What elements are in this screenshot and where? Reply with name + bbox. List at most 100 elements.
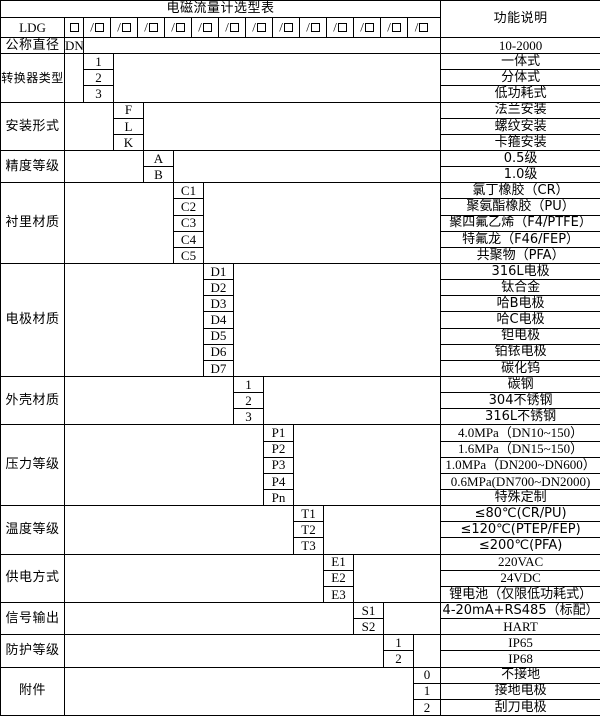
code-cell[interactable]: 2 — [233, 392, 264, 410]
model-slot-6[interactable]: / — [219, 18, 246, 37]
model-slot-0[interactable] — [64, 17, 84, 39]
model-slot-3[interactable]: / — [138, 18, 165, 37]
code-cell[interactable]: C1 — [173, 182, 204, 200]
model-slot-strip[interactable]: / / / / / / / / / / / / / — [82, 17, 442, 39]
square-box-icon — [337, 23, 347, 33]
model-slot-7[interactable]: / — [246, 18, 273, 37]
param-label-5: 衬里材质 — [0, 182, 65, 265]
spec-row: 安装形式 F 法兰安装 — [0, 101, 600, 152]
description-cell: IP68 — [440, 650, 600, 668]
left-spacer — [64, 505, 294, 555]
model-slot-4[interactable]: / — [165, 18, 192, 37]
model-slot-1[interactable]: / — [85, 18, 111, 37]
description-cell: 316L电极 — [440, 263, 600, 281]
code-cell[interactable]: 2 — [412, 698, 442, 716]
code-cell[interactable]: K — [113, 133, 144, 152]
code-cell[interactable]: D3 — [203, 295, 234, 313]
slash-icon: / — [252, 19, 256, 35]
description-cell: 0.5级 — [440, 150, 600, 168]
code-cell[interactable]: 1 — [412, 682, 442, 700]
param-label-3: 安装形式 — [0, 101, 65, 152]
slash-icon: / — [171, 19, 175, 35]
left-spacer — [64, 263, 204, 378]
left-spacer — [64, 182, 174, 265]
code-cell[interactable]: S1 — [353, 601, 384, 620]
model-slot-2[interactable]: / — [111, 18, 138, 37]
code-cell[interactable]: S2 — [353, 618, 384, 636]
square-box-icon — [256, 23, 266, 33]
title-row: 电磁流量计选型表 功能说明 — [0, 0, 600, 39]
code-cell[interactable]: T3 — [293, 537, 324, 555]
spec-row: 供电方式 E1 220VAC — [0, 553, 600, 603]
code-cell[interactable]: C2 — [173, 198, 204, 216]
code-cell[interactable]: C5 — [173, 246, 204, 265]
code-cell[interactable]: L — [113, 117, 144, 135]
param-label-11: 信号输出 — [0, 601, 65, 636]
description-cell: 24VDC — [440, 569, 600, 587]
slash-icon: / — [90, 19, 94, 35]
code-cell[interactable]: P4 — [263, 472, 294, 491]
spec-row: D4 哈C电极 — [1, 311, 600, 329]
code-cell[interactable]: T2 — [293, 521, 324, 539]
spec-row: 3 低功耗式 — [1, 85, 600, 103]
code-cell[interactable]: E1 — [323, 553, 354, 571]
slash-icon: / — [333, 19, 337, 35]
code-cell[interactable]: C4 — [173, 230, 204, 248]
code-cell[interactable]: 2 — [383, 650, 414, 668]
code-cell[interactable]: 3 — [233, 408, 264, 426]
left-spacer — [64, 101, 114, 152]
code-cell[interactable]: P3 — [263, 456, 294, 474]
spec-row: L 螺纹安装 — [1, 117, 600, 135]
code-cell[interactable]: B — [143, 166, 174, 184]
description-cell: 分体式 — [440, 69, 600, 87]
description-cell: 304不锈钢 — [440, 392, 600, 410]
code-cell[interactable]: 3 — [83, 85, 114, 103]
model-slot-12[interactable]: / — [381, 18, 408, 37]
square-box-icon — [229, 23, 239, 33]
code-cell[interactable]: D6 — [203, 343, 234, 361]
code-cell[interactable]: 1 — [233, 376, 264, 394]
code-cell[interactable]: 1 — [383, 634, 414, 652]
left-spacer — [64, 424, 264, 507]
code-cell[interactable]: P2 — [263, 440, 294, 458]
code-cell[interactable]: 0 — [412, 666, 442, 684]
model-slot-5[interactable]: / — [192, 18, 219, 37]
slash-icon: / — [306, 19, 310, 35]
table-title: 电磁流量计选型表 — [0, 0, 442, 19]
spec-row: 温度等级 T1 ≤80℃(CR/PU) — [0, 505, 600, 555]
code-cell[interactable]: D7 — [203, 359, 234, 378]
param-label-9: 温度等级 — [0, 505, 65, 555]
code-cell[interactable]: 2 — [83, 69, 114, 87]
description-cell: 10-2000 — [440, 37, 600, 55]
slash-icon: / — [360, 19, 364, 35]
code-cell[interactable]: E2 — [323, 569, 354, 587]
model-slot-8[interactable]: / — [273, 18, 300, 37]
code-cell[interactable]: 1 — [83, 53, 114, 71]
code-cell[interactable]: Pn — [263, 488, 294, 507]
code-cell[interactable]: DN — [64, 37, 84, 55]
code-cell[interactable]: D5 — [203, 327, 234, 345]
description-cell: IP65 — [440, 634, 600, 652]
code-cell[interactable]: D2 — [203, 279, 234, 297]
code-cell[interactable]: F — [113, 101, 144, 119]
model-slot-10[interactable]: / — [327, 18, 354, 37]
spec-row: D6 铂铱电极 — [1, 343, 600, 361]
model-slot-11[interactable]: / — [354, 18, 381, 37]
code-cell[interactable]: T1 — [293, 505, 324, 523]
code-cell[interactable]: E3 — [323, 585, 354, 603]
code-cell[interactable]: P1 — [263, 424, 294, 442]
model-slot-13[interactable]: / — [408, 19, 435, 37]
code-cell[interactable]: A — [143, 150, 174, 168]
right-spacer — [352, 553, 442, 603]
model-slot-9[interactable]: / — [300, 18, 327, 37]
code-cell[interactable]: D1 — [203, 263, 234, 281]
spec-row: P3 1.0MPa（DN200~DN600） — [1, 456, 600, 474]
code-cell[interactable]: C3 — [173, 214, 204, 232]
right-spacer — [172, 150, 442, 184]
description-cell: 碳化钨 — [440, 359, 600, 378]
function-column-header: 功能说明 — [440, 0, 600, 39]
slash-icon: / — [387, 19, 391, 35]
square-box-icon — [69, 22, 79, 32]
spec-row: 外壳材质 1 碳钢 — [0, 376, 600, 426]
code-cell[interactable]: D4 — [203, 311, 234, 329]
